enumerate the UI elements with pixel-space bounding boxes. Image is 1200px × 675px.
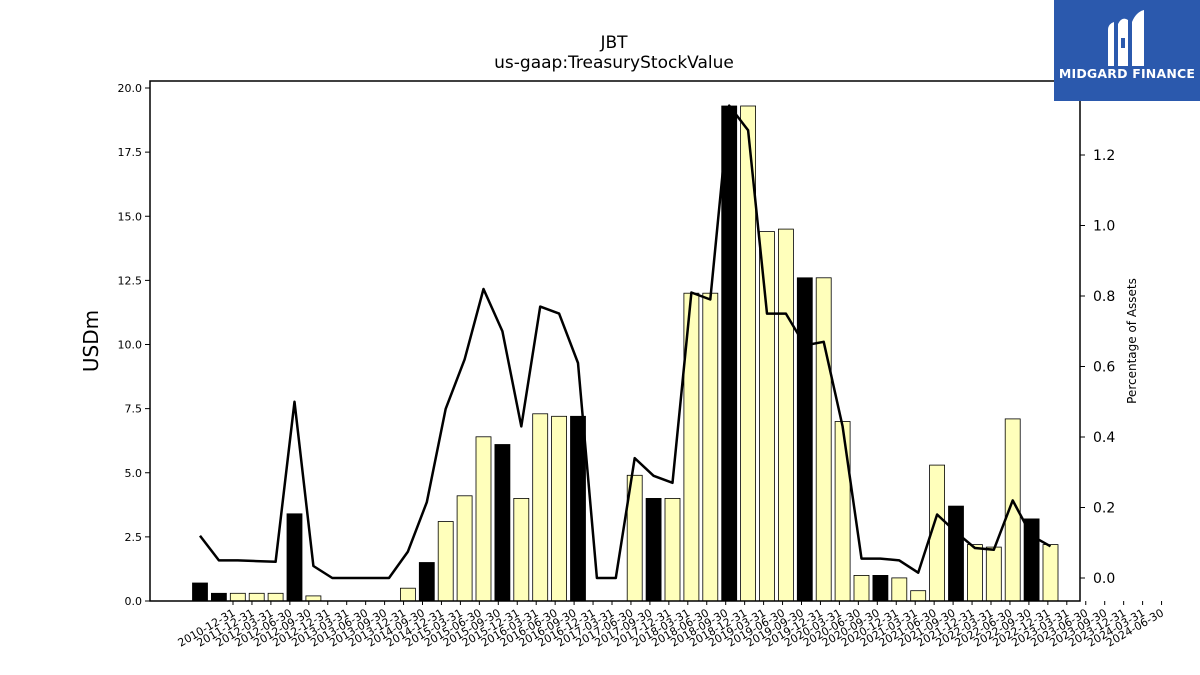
y-tick-label: 2.5: [125, 531, 143, 544]
y2-tick-label: 1.0: [1093, 219, 1115, 235]
y2-tick-label: 0.4: [1093, 430, 1115, 446]
bar: [664, 497, 681, 602]
bar: [456, 495, 473, 602]
line-layer: [199, 104, 1052, 580]
midgard-finance-logo: MIDGARD FINANCE: [1054, 0, 1200, 101]
bar: [702, 292, 719, 602]
y2-tick-label: 0.2: [1093, 501, 1115, 517]
y2-axis-label: Percentage of Assets: [1125, 278, 1139, 404]
bar: [229, 592, 246, 602]
bar: [853, 575, 870, 602]
bar: [948, 505, 964, 602]
bar: [872, 575, 889, 602]
bar: [815, 277, 832, 602]
bar: [796, 277, 813, 602]
bar: [399, 587, 416, 602]
bar: [985, 546, 1002, 602]
bar: [721, 105, 738, 602]
bar: [210, 592, 227, 602]
y-tick-label: 20.0: [118, 82, 143, 95]
bar: [967, 544, 983, 602]
y-tick-label: 0.0: [125, 595, 143, 608]
y2-tick-label: 0.8: [1093, 289, 1115, 305]
bar: [834, 421, 851, 602]
bar: [570, 415, 586, 602]
bar: [910, 590, 927, 602]
bar: [248, 592, 265, 602]
bars-layer: [192, 105, 1059, 602]
chart-title: JBT: [599, 33, 628, 53]
bar: [475, 436, 492, 602]
bar: [305, 595, 322, 602]
midgard-logo-icon: [1108, 10, 1144, 66]
bar: [551, 415, 567, 602]
percentage-line: [199, 104, 1052, 580]
y2-tick-label: 1.2: [1093, 148, 1115, 164]
bar: [437, 521, 454, 602]
bar: [192, 582, 208, 602]
bar: [286, 513, 303, 602]
bar: [513, 497, 530, 602]
y-axis-label: USDm: [79, 310, 103, 372]
logo-text: MIDGARD FINANCE: [1058, 66, 1196, 81]
bar: [645, 497, 662, 602]
bar: [1042, 544, 1059, 602]
bar: [1023, 518, 1040, 602]
axes-layer: 0.0 2.5 5.0 7.5 10.0 12.5 15.0 17.5 20.0 0.0 0.2 0.…: [118, 82, 1167, 650]
chart-subtitle: us-gaap:TreasuryStockValue: [494, 53, 734, 73]
y2-tick-label: 0.6: [1093, 360, 1115, 376]
y2-tick-label: 0.0: [1093, 571, 1115, 587]
y-tick-label: 5.0: [125, 467, 143, 480]
bar: [778, 228, 794, 602]
bar: [418, 562, 435, 602]
y-tick-label: 7.5: [125, 403, 143, 416]
bar: [267, 592, 284, 602]
y-tick-label: 15.0: [118, 210, 143, 223]
bar: [891, 577, 908, 602]
y-tick-label: 10.0: [118, 339, 143, 352]
y-tick-label: 17.5: [118, 146, 143, 159]
y-tick-label: 12.5: [118, 274, 143, 287]
bar: [494, 444, 511, 602]
bar: [759, 231, 775, 602]
plot-frame: [149, 80, 1081, 602]
bar: [532, 413, 549, 602]
